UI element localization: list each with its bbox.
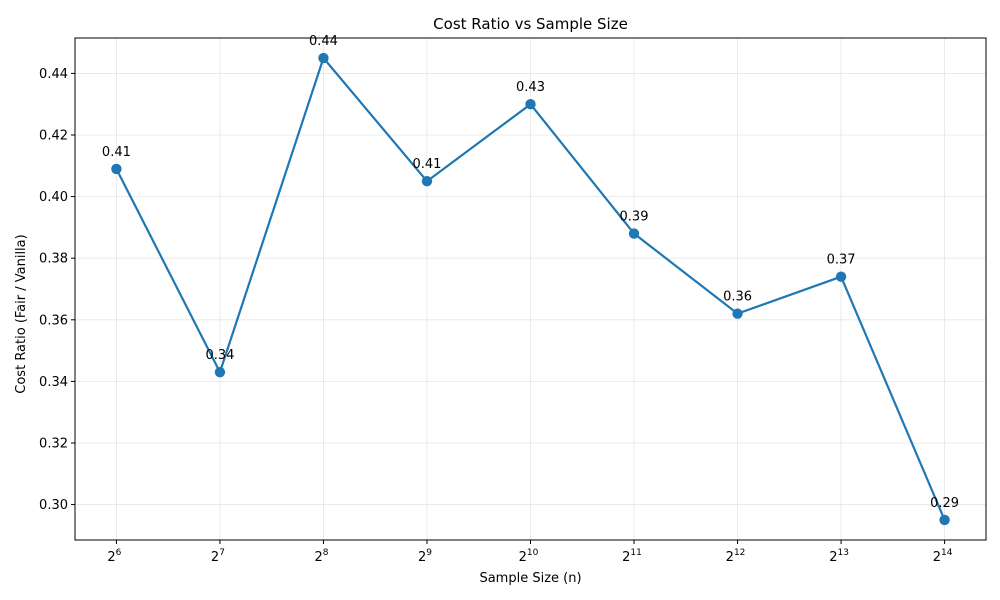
data-point xyxy=(318,52,329,64)
x-tick-label: 28 xyxy=(314,548,328,565)
y-tick-label: 0.44 xyxy=(39,67,68,82)
grid-layer xyxy=(75,38,986,540)
x-axis-label: Sample Size (n) xyxy=(479,571,581,586)
data-point xyxy=(525,99,536,110)
data-label: 0.36 xyxy=(723,290,752,305)
x-tick-label: 211 xyxy=(622,548,642,565)
data-point xyxy=(421,176,433,187)
x-tick-label: 212 xyxy=(726,548,746,565)
data-point xyxy=(835,271,847,282)
data-label: 0.43 xyxy=(516,80,545,95)
x-tick-label: 27 xyxy=(211,548,225,565)
data-point xyxy=(628,228,640,239)
x-tick-label: 29 xyxy=(418,548,432,565)
x-tick-label: 214 xyxy=(933,548,953,565)
data-point xyxy=(939,514,950,526)
x-tick-label: 210 xyxy=(519,548,539,565)
y-tick-label: 0.34 xyxy=(39,375,68,390)
y-tick-label: 0.40 xyxy=(39,190,68,205)
data-label: 0.44 xyxy=(309,34,338,49)
data-label: 0.41 xyxy=(102,145,131,160)
y-tick-label: 0.42 xyxy=(39,129,68,144)
y-axis-label: Cost Ratio (Fair / Vanilla) xyxy=(14,234,29,393)
data-point xyxy=(111,163,122,175)
data-label: 0.39 xyxy=(620,210,649,225)
chart-title: Cost Ratio vs Sample Size xyxy=(433,15,628,33)
axes-layer: 0.30 0.32 0.34 0.36 0.38 0.40 0.42 0.44 26 27 28 29… xyxy=(39,37,987,565)
data-labels-layer: 0.41 0.34 0.44 0.41 0.43 0.39 0.36 0.37 0.29 xyxy=(102,34,959,511)
x-tick-label: 213 xyxy=(829,548,849,565)
data-label: 0.37 xyxy=(827,253,856,268)
y-tick-label: 0.38 xyxy=(39,252,68,267)
data-label: 0.34 xyxy=(205,348,234,363)
y-tick-label: 0.36 xyxy=(39,313,68,328)
y-tick-label: 0.32 xyxy=(39,436,68,451)
x-tick-label: 26 xyxy=(107,548,121,565)
series-layer xyxy=(111,52,950,526)
plot-frame xyxy=(74,37,987,541)
data-point xyxy=(732,308,743,319)
data-label: 0.41 xyxy=(413,157,442,172)
data-label: 0.29 xyxy=(930,496,959,511)
data-point xyxy=(214,366,226,378)
y-tick-label: 0.30 xyxy=(39,498,68,513)
